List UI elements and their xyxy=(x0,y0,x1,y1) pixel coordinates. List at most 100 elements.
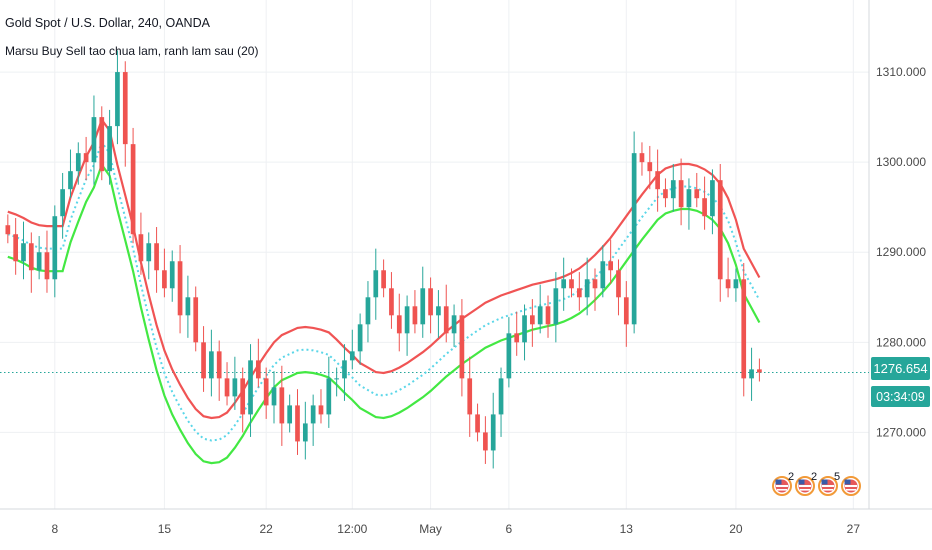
time-tick-label: 13 xyxy=(620,522,634,536)
candle-body xyxy=(757,369,762,373)
last-price-badge-bg xyxy=(871,357,930,380)
candle-body xyxy=(154,243,159,271)
candle-body xyxy=(623,297,629,325)
candle-body xyxy=(725,279,731,289)
candle-body xyxy=(263,378,269,406)
candlesticks xyxy=(5,50,762,469)
candle-body xyxy=(420,288,426,325)
candle-body xyxy=(670,180,676,199)
candle-body xyxy=(177,261,183,316)
countdown-text: 03:34:09 xyxy=(876,390,925,404)
last-price-badge: 1276.654 xyxy=(871,357,930,380)
candle-body xyxy=(224,378,230,397)
candle-body xyxy=(631,153,637,325)
flag-stripe xyxy=(845,485,857,487)
flag-stripe xyxy=(776,485,788,487)
candle-body xyxy=(138,234,144,262)
event-marker[interactable]: 2 xyxy=(795,471,817,496)
indicator-label[interactable]: Marsu Buy Sell tao chua lam, ranh lam sa… xyxy=(5,44,259,58)
candle-body xyxy=(146,243,152,262)
candle-body xyxy=(733,279,739,289)
candle-body xyxy=(216,351,222,379)
candle-body xyxy=(710,180,715,217)
candle-body xyxy=(514,333,520,343)
flag-canton xyxy=(798,479,805,485)
candle-body xyxy=(130,144,136,235)
last-price-text: 1276.654 xyxy=(873,361,927,376)
us-flag-icon xyxy=(844,479,858,493)
candle-body xyxy=(318,405,324,415)
candle-body xyxy=(490,414,496,451)
candle-body xyxy=(436,306,441,316)
candle-body xyxy=(122,72,128,145)
candle-body xyxy=(342,360,347,379)
price-tick-label: 1270.000 xyxy=(876,425,926,439)
time-tick-label: 15 xyxy=(158,522,172,536)
event-count: 2 xyxy=(788,471,794,483)
candle-body xyxy=(498,378,504,415)
time-tick-label: 8 xyxy=(51,522,58,536)
event-marker[interactable] xyxy=(841,476,861,496)
us-flag-icon xyxy=(798,479,812,493)
candle-body xyxy=(608,261,613,271)
chart-title[interactable]: Gold Spot / U.S. Dollar, 240, OANDA xyxy=(5,16,210,30)
candle-body xyxy=(295,405,300,442)
candle-body xyxy=(561,279,567,289)
candle-body xyxy=(357,324,363,352)
countdown-badge: 03:34:09 xyxy=(871,386,930,407)
candle-body xyxy=(185,297,191,316)
flag-canton xyxy=(844,479,851,485)
time-tick-label: 20 xyxy=(729,522,743,536)
candle-body xyxy=(506,333,512,379)
candle-body xyxy=(553,288,559,325)
candle-body xyxy=(467,378,473,415)
event-marker[interactable]: 2 xyxy=(772,471,794,496)
candle-body xyxy=(68,171,73,190)
time-tick-label: May xyxy=(419,522,442,536)
time-tick-label: 27 xyxy=(847,522,861,536)
candle-body xyxy=(616,270,621,298)
candle-body xyxy=(162,270,167,289)
candle-body xyxy=(545,306,551,325)
candle-body xyxy=(537,306,543,325)
candle-body xyxy=(522,315,527,343)
candle-body xyxy=(5,225,11,235)
candle-body xyxy=(28,243,34,271)
candle-body xyxy=(404,306,410,334)
candle-body xyxy=(107,126,112,172)
candle-body xyxy=(44,252,50,280)
candle-body xyxy=(459,315,465,379)
flag-stripe xyxy=(799,485,811,487)
candle-body xyxy=(655,171,660,190)
candle-body xyxy=(647,162,653,172)
flag-stripe xyxy=(846,489,856,491)
candle-body xyxy=(326,378,332,415)
candle-body xyxy=(663,189,668,199)
candle-body xyxy=(428,288,433,316)
candle-body xyxy=(483,432,488,451)
time-axis-ticks: 8 15 22 12:00 May 6 13 20 27 xyxy=(51,522,860,536)
price-tick-label: 1300.000 xyxy=(876,155,926,169)
us-flag-icon xyxy=(821,479,835,493)
candle-body xyxy=(240,378,246,415)
economic-events: 2 2 5 xyxy=(772,471,861,496)
flag-stripe xyxy=(822,485,834,487)
candle-body xyxy=(271,387,277,406)
candle-body xyxy=(209,351,214,379)
candle-body xyxy=(741,279,747,379)
event-marker[interactable]: 5 xyxy=(818,471,840,496)
candle-body xyxy=(201,342,206,379)
candle-body xyxy=(21,243,26,262)
flag-stripe xyxy=(800,489,810,491)
candle-body xyxy=(256,360,261,379)
candle-body xyxy=(99,117,105,172)
candle-body xyxy=(302,423,308,442)
candle-body xyxy=(749,369,754,379)
countdown-badge-bg xyxy=(871,386,930,407)
price-axis-panel[interactable] xyxy=(869,0,932,550)
candle-body xyxy=(248,360,253,415)
candle-body xyxy=(451,315,457,334)
candle-body xyxy=(381,270,386,289)
time-axis-panel[interactable] xyxy=(0,509,869,550)
